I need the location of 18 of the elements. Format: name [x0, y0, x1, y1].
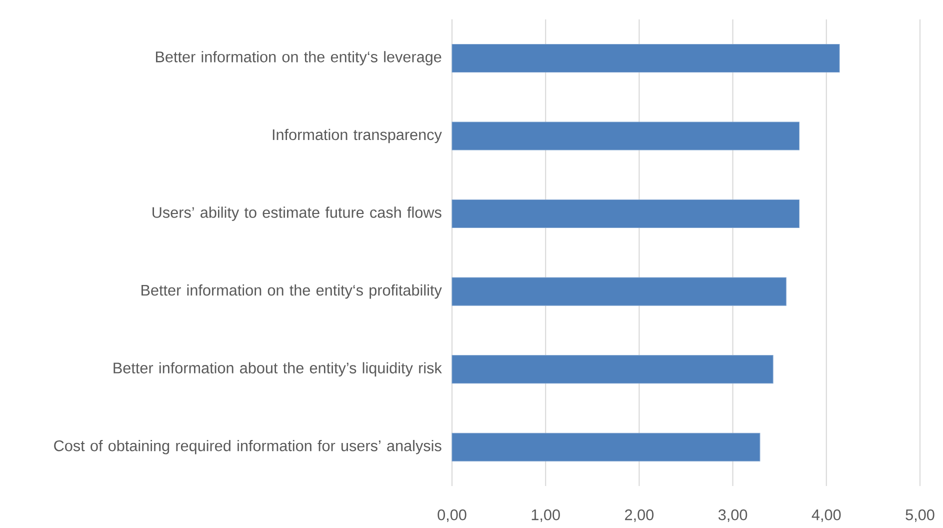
y-tick-label: Better information about the entity’s liquidity risk	[114, 362, 442, 376]
x-tick-label: 2,00	[625, 509, 654, 522]
x-tick-label: 4,00	[812, 509, 841, 522]
bar	[452, 44, 840, 72]
y-tick-label: Cost of obtaining required information for users’ analysis	[54, 440, 442, 454]
bar	[452, 122, 800, 150]
y-tick-label: Users’ ability to estimate future cash flows	[152, 206, 442, 221]
bar	[452, 277, 786, 306]
x-tick-label: 0,00	[438, 509, 466, 522]
y-tick-label: Better information on the entity‘s profitability	[142, 284, 442, 299]
bar	[452, 200, 800, 228]
y-tick-label: Information transparency	[272, 128, 442, 144]
x-tick-label: 5,00	[906, 509, 934, 522]
y-tick-label: Better information on the entity‘s leverage	[156, 51, 442, 66]
bar	[452, 432, 760, 462]
x-tick-label: 3,00	[718, 509, 748, 522]
bar	[452, 355, 774, 384]
x-tick-label: 1,00	[532, 509, 560, 522]
